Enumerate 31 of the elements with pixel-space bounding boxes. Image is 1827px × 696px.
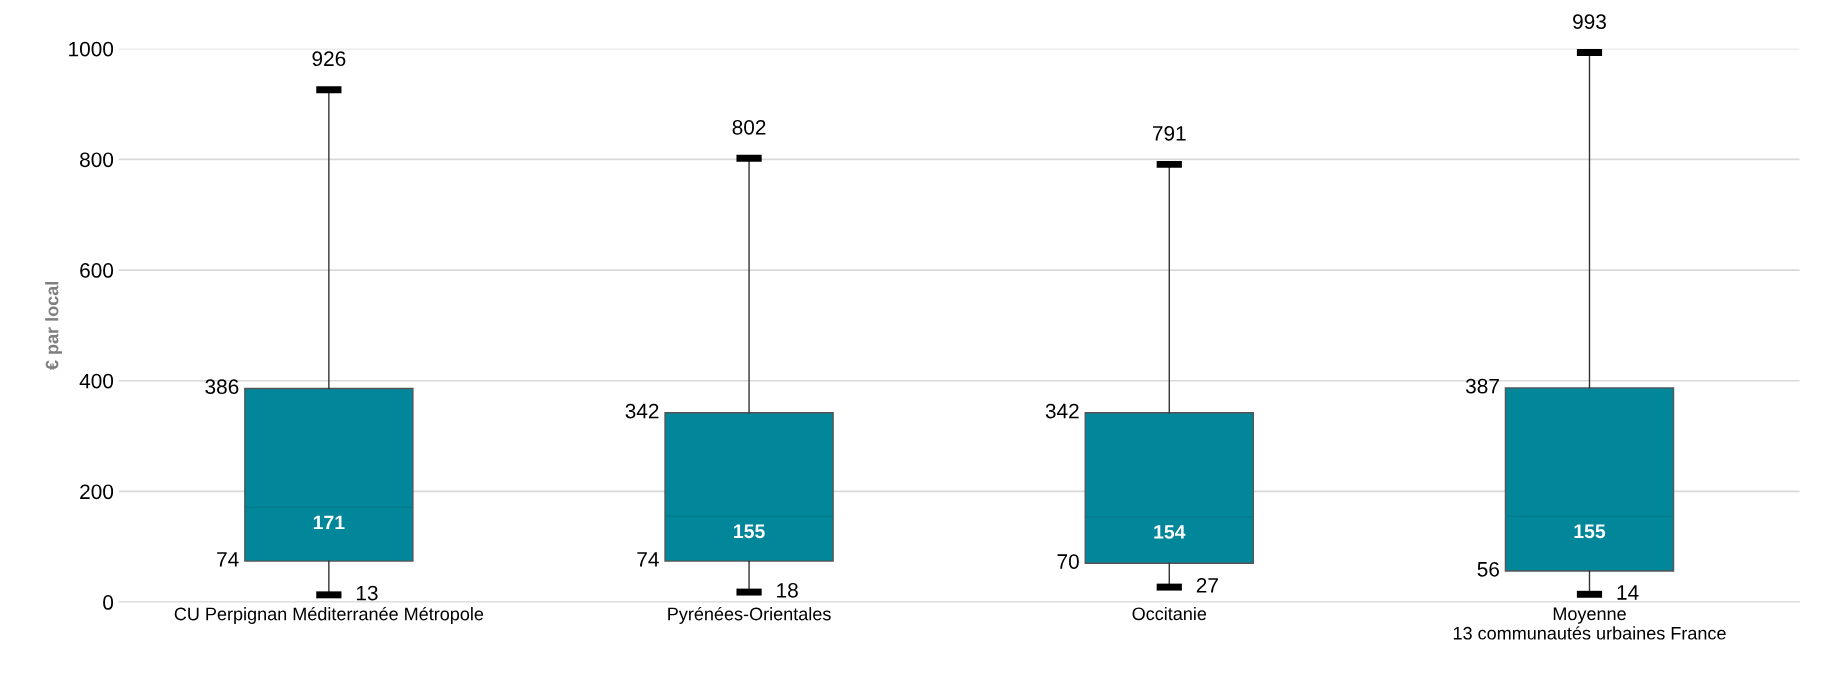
annotation: 14: [1617, 585, 1639, 600]
y-axis-title: € par local: [45, 282, 62, 370]
annotation: 926: [312, 51, 346, 67]
annotation: 387: [1465, 378, 1499, 394]
x-tick-label: Pyrénées-Orientales: [668, 606, 831, 624]
annotation: 993: [1573, 14, 1606, 30]
y-tick-label: 200: [80, 484, 114, 500]
annotation: 171: [313, 515, 345, 530]
annotation: 13: [356, 585, 378, 601]
annotation: 74: [637, 552, 659, 567]
x-tick-label: Occitanie: [1132, 606, 1207, 621]
annotation: 70: [1057, 554, 1079, 569]
annotation: 386: [205, 379, 239, 395]
y-tick-label: 400: [79, 373, 114, 389]
x-tick-label: Moyenne 13 communautés urbaines France: [1453, 607, 1726, 640]
annotation: 342: [625, 403, 659, 419]
annotation: 155: [1574, 524, 1606, 539]
annotation: 802: [732, 119, 766, 135]
annotation: 74: [217, 552, 239, 567]
y-tick-label: 0: [103, 595, 114, 610]
y-tick-label: 800: [80, 152, 114, 168]
annotation: 18: [777, 582, 798, 598]
annotation: 27: [1196, 577, 1218, 593]
y-tick-label: 1000: [69, 41, 114, 57]
annotation: 342: [1045, 403, 1079, 419]
annotation: 155: [734, 524, 765, 539]
x-tick-label: CU Perpignan Méditerranée Métropole: [174, 606, 484, 624]
annotation: 56: [1477, 561, 1499, 577]
y-tick-label: 600: [80, 263, 114, 278]
annotation: 791: [1152, 126, 1186, 141]
annotation: 154: [1154, 525, 1186, 539]
